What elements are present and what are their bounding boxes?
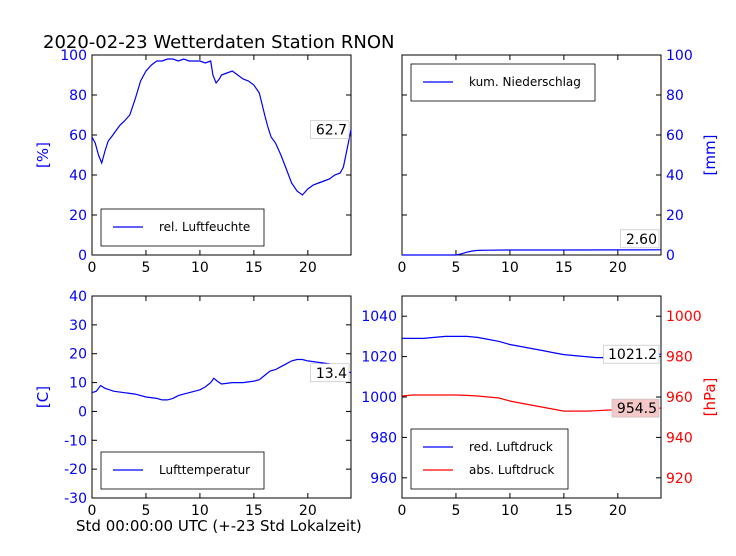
y-tick-label: 1000 [361, 390, 397, 406]
y-tick-label: 20 [69, 347, 87, 363]
y-tick-label: -20 [64, 462, 87, 478]
panel-bottom-right: 0 5 10 15 20 960 980 1000 1020 1040 920 940 960 980 10… [361, 295, 719, 519]
y-tick-label: 60 [666, 128, 684, 144]
series-line [91, 58, 352, 196]
legend-box [100, 208, 265, 247]
legend-entry: Lufttemperatur [159, 463, 250, 477]
chart-title: 2020-02-23 Wetterdaten Station RNON [43, 32, 394, 53]
y-tick-label: 20 [69, 208, 87, 224]
x-tick-label: 15 [245, 260, 263, 276]
legend-entry: kum. Niederschlag [469, 75, 581, 89]
value-label-box [620, 229, 660, 249]
y-tick-label: 100 [60, 48, 87, 64]
x-axis-label: Std 00:00:00 UTC (+-23 Std Lokalzeit) [76, 517, 362, 535]
y-tick-label: 0 [78, 404, 87, 420]
y-tick-label: 980 [666, 350, 693, 366]
last-value-label: 62.7 [316, 123, 347, 139]
x-tick-label: 15 [555, 503, 573, 519]
y-tick-label: 30 [69, 318, 87, 334]
y-axis-label: [mm] [701, 135, 719, 176]
panel-top-left: 0 5 10 15 20 0 20 40 60 80 100 [%] 62.7 rel. Luftfeuc… [34, 48, 352, 276]
plot-frame [401, 54, 662, 256]
y-tick-label: 80 [69, 88, 87, 104]
y-axis-label: [hPa] [701, 378, 719, 417]
x-tick-label: 10 [501, 503, 519, 519]
value-label-box [603, 344, 660, 364]
panel-bottom-left: 0 5 10 15 20 -30 -20 -10 0 10 20 30 40 [C] 13.4 Lufttem… [34, 289, 352, 519]
x-tick-label: 20 [299, 260, 317, 276]
x-tick-label: 0 [398, 260, 407, 276]
x-tick-label: 5 [451, 260, 460, 276]
y-tick-label: -10 [64, 433, 87, 449]
y-tick-label: 40 [69, 289, 87, 305]
x-tick-label: 10 [191, 503, 209, 519]
x-tick-label: 0 [88, 503, 97, 519]
y-tick-label: 960 [666, 390, 693, 406]
plot-frame [91, 54, 352, 256]
y-axis-label: [%] [34, 142, 52, 168]
y-tick-label: 980 [370, 430, 397, 446]
y-tick-label: 0 [78, 248, 87, 264]
y-tick-label: 100 [666, 48, 693, 64]
last-value-label: 1021.2 [608, 347, 657, 363]
last-value-label: 954.5 [617, 401, 657, 417]
y-tick-label: 960 [370, 471, 397, 487]
panel-top-right: 0 5 10 15 20 0 20 40 60 80 100 [mm] 2.60 kum. Nieders… [398, 48, 719, 276]
value-label-box [310, 120, 350, 139]
plot-frame [91, 295, 352, 499]
legend-entry: abs. Luftdruck [469, 463, 554, 477]
y-tick-label: 940 [666, 430, 693, 446]
x-tick-label: 0 [88, 260, 97, 276]
legend-entry: rel. Luftfeuchte [159, 220, 250, 234]
y-tick-label: 920 [666, 471, 693, 487]
x-tick-label: 5 [141, 260, 150, 276]
legend-box [410, 428, 569, 490]
x-tick-label: 15 [245, 503, 263, 519]
x-tick-label: 15 [555, 260, 573, 276]
y-axis-label: [C] [34, 386, 52, 408]
y-tick-label: 0 [666, 248, 675, 264]
x-tick-label: 20 [609, 260, 627, 276]
x-tick-label: 20 [609, 503, 627, 519]
y-tick-label: 40 [69, 168, 87, 184]
y-tick-label: 20 [666, 208, 684, 224]
series-line [91, 358, 352, 401]
y-tick-label: 1000 [666, 309, 702, 325]
x-tick-label: 10 [191, 260, 209, 276]
y-tick-label: 60 [69, 128, 87, 144]
x-tick-label: 10 [501, 260, 519, 276]
y-tick-label: -30 [64, 491, 87, 507]
y-tick-label: 1040 [361, 309, 397, 325]
x-tick-label: 0 [398, 503, 407, 519]
legend-entry: red. Luftdruck [469, 440, 553, 454]
x-tick-label: 20 [299, 503, 317, 519]
series-line [402, 249, 662, 256]
value-label-box [310, 363, 350, 383]
y-tick-label: 1020 [361, 350, 397, 366]
y-tick-label: 40 [666, 168, 684, 184]
value-label-box [611, 398, 660, 418]
x-tick-label: 5 [451, 503, 460, 519]
last-value-label: 13.4 [316, 366, 347, 382]
y-tick-label: 10 [69, 376, 87, 392]
x-tick-label: 5 [141, 503, 150, 519]
y-tick-label: 80 [666, 88, 684, 104]
last-value-label: 2.60 [626, 232, 657, 248]
